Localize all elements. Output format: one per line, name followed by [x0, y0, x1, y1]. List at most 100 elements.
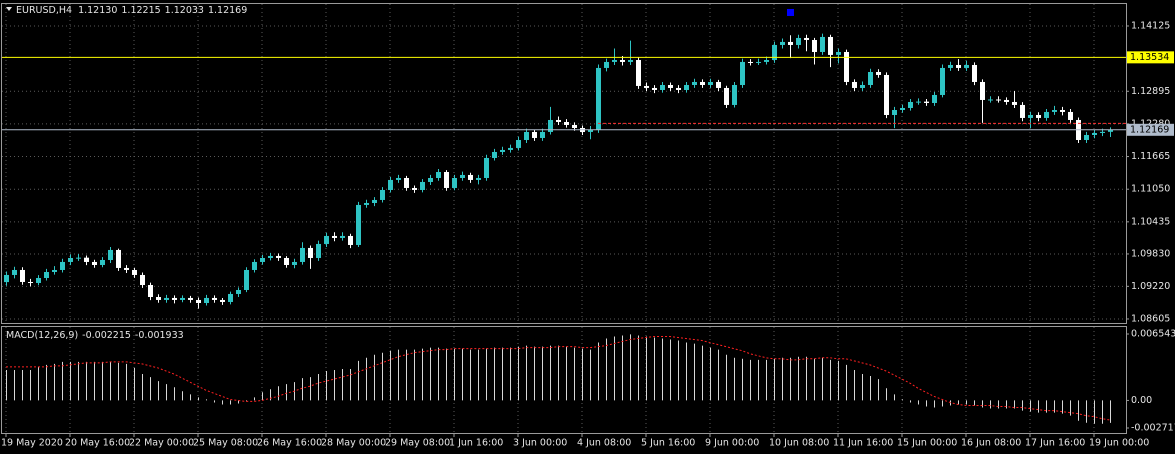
candle-body — [548, 119, 553, 132]
signal-line — [6, 335, 1111, 421]
open-label: 1.12130 — [78, 5, 117, 16]
candle-body — [868, 71, 873, 85]
y-tick-label: 0.006543 — [1131, 329, 1175, 340]
candle-body — [1100, 131, 1105, 133]
price-label-box — [1127, 123, 1174, 136]
candle-body — [828, 36, 833, 55]
candle-body — [636, 59, 641, 86]
candle-body — [340, 235, 345, 238]
candle-body — [484, 157, 489, 178]
candle-body — [36, 277, 41, 283]
candle-body — [308, 247, 313, 258]
x-tick-label: 20 May 16:00 — [65, 438, 130, 449]
candle-body — [356, 204, 361, 245]
candle-body — [108, 249, 113, 261]
x-tick-label: 19 May 2020 — [1, 438, 63, 449]
candle-body — [68, 257, 73, 262]
candle-body — [988, 99, 993, 101]
candle-body — [932, 94, 937, 103]
candle-body — [4, 274, 9, 283]
symbol-menu-arrow — [6, 7, 12, 11]
candle-body — [772, 44, 777, 60]
arrow-marker — [787, 8, 794, 16]
candle-body — [748, 61, 753, 63]
x-tick-label: 11 Jun 16:00 — [833, 438, 893, 449]
candle-body — [1092, 132, 1097, 136]
macd-pane-frame — [1, 326, 1127, 434]
candle-body — [716, 81, 721, 88]
candle-body — [1004, 99, 1009, 102]
x-tick-label: 3 Jun 00:00 — [513, 438, 567, 449]
candle-body — [796, 37, 801, 45]
candle-body — [596, 67, 601, 130]
candle-body — [452, 177, 457, 188]
candle-body — [1108, 129, 1113, 132]
candle-body — [764, 59, 769, 62]
y-tick-label: 1.11050 — [1131, 184, 1170, 195]
candle-body — [12, 269, 17, 275]
candle-body — [980, 81, 985, 100]
candle-body — [28, 281, 33, 283]
candle-body — [252, 261, 257, 270]
candle-body — [572, 124, 577, 128]
candle-body — [972, 64, 977, 82]
candle-body — [900, 107, 905, 110]
candle-body — [628, 59, 633, 62]
candle-body — [372, 199, 377, 203]
candle-body — [60, 261, 65, 270]
x-tick-label: 25 May 08:00 — [193, 438, 258, 449]
candle-body — [804, 37, 809, 40]
candle-body — [276, 255, 281, 258]
candle-body — [740, 61, 745, 85]
y-tick-label: 0.00 — [1131, 395, 1152, 406]
candle-body — [644, 85, 649, 88]
candle-body — [220, 299, 225, 302]
candle-body — [204, 297, 209, 303]
candle-body — [692, 81, 697, 85]
candle-body — [492, 151, 497, 158]
y-tick-label: 1.09220 — [1131, 281, 1170, 292]
candle-body — [620, 59, 625, 62]
candle-body — [884, 74, 889, 115]
candle-body — [756, 61, 761, 63]
x-tick-label: 29 May 08:00 — [385, 438, 450, 449]
candle-body — [532, 131, 537, 138]
candle-body — [116, 249, 121, 268]
candle-body — [132, 269, 137, 275]
candle-body — [148, 285, 153, 297]
candle-body — [84, 257, 89, 262]
candle-body — [324, 235, 329, 244]
candle-body — [948, 64, 953, 68]
candle-body — [460, 174, 465, 178]
candle-body — [212, 297, 217, 300]
candle-body — [388, 179, 393, 190]
candle-body — [676, 87, 681, 90]
candle-body — [468, 174, 473, 180]
x-tick-label: 15 Jun 00:00 — [897, 438, 957, 449]
candle-body — [1068, 111, 1073, 120]
candle-body — [1084, 135, 1089, 140]
candle-body — [124, 267, 129, 270]
candle-body — [292, 261, 297, 265]
price-label-box — [1127, 51, 1174, 64]
x-tick-label: 19 Jun 00:00 — [1089, 438, 1149, 449]
candle-body — [588, 129, 593, 132]
candle-body — [364, 202, 369, 205]
candle-body — [820, 36, 825, 52]
candle-body — [996, 99, 1001, 101]
candle-body — [20, 269, 25, 282]
y-tick-label: 1.09830 — [1131, 248, 1170, 259]
candle-body — [156, 296, 161, 300]
macd-value: -0.002215 — [82, 330, 131, 341]
candle-body — [724, 87, 729, 105]
candle-body — [1036, 114, 1041, 118]
candle-body — [924, 101, 929, 103]
candle-body — [964, 64, 969, 68]
candle-body — [540, 131, 545, 138]
candle-body — [428, 177, 433, 182]
price-label: 1.12169 — [1130, 124, 1169, 135]
price-pane-frame — [1, 3, 1127, 324]
signal-value: -0.001933 — [135, 330, 184, 341]
close-label: 1.12169 — [208, 5, 247, 16]
